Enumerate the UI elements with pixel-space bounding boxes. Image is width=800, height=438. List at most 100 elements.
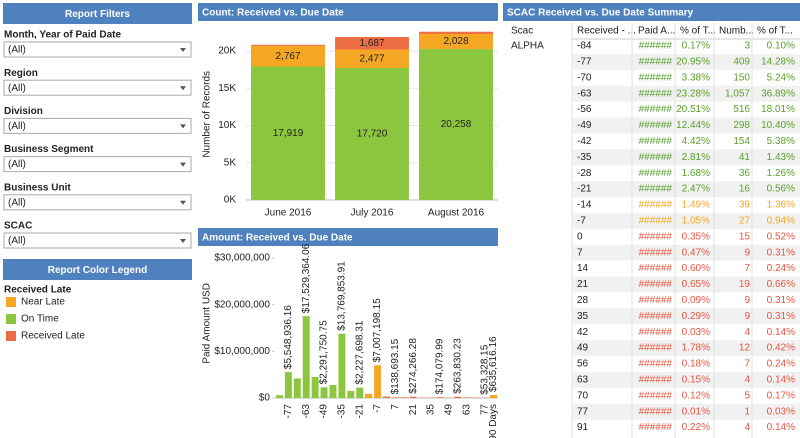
table-cell: 27: [739, 216, 751, 227]
table-cell: 0.24%: [767, 263, 795, 274]
table-cell: 409: [733, 57, 750, 68]
table-cell: 0.65%: [682, 279, 710, 290]
table-cell: 14: [577, 263, 589, 274]
filter-value: (All): [8, 45, 26, 56]
table-cell: 70: [577, 390, 589, 401]
table-cell: 9: [744, 311, 750, 322]
row-stripe: [572, 117, 800, 134]
table-cell: -42: [577, 136, 592, 147]
table-cell: -28: [577, 168, 592, 179]
table-cell: ######: [639, 375, 673, 386]
table-cell: 28: [577, 295, 589, 306]
table-cell: ######: [639, 41, 673, 52]
table-cell: 0.24%: [767, 359, 795, 370]
bar: [338, 333, 346, 398]
table-cell: 1.43%: [767, 152, 795, 163]
x-tick-label: -63: [301, 404, 312, 419]
table-cell: 0.17%: [767, 390, 795, 401]
table-cell: 0.31%: [767, 295, 795, 306]
table-cell: ######: [639, 72, 673, 83]
table-cell: ######: [639, 422, 673, 433]
filter-dropdown[interactable]: [3, 156, 192, 173]
table-cell: 154: [733, 136, 750, 147]
dropdown-arrow: [180, 239, 186, 243]
table-cell: 1,057: [725, 88, 750, 99]
row-stripe: [572, 212, 800, 229]
table-cell: -77: [577, 57, 592, 68]
table-cell: 14.28%: [761, 57, 795, 68]
x-tick-label: -35: [337, 404, 348, 419]
table-cell: 4: [744, 422, 750, 433]
table-cell: -84: [577, 41, 592, 52]
bar: [383, 396, 390, 398]
table-cell: 12.44%: [676, 120, 710, 131]
table-cell: 20.51%: [676, 104, 710, 115]
filter-dropdown[interactable]: [3, 79, 192, 96]
panel-header: [3, 259, 192, 280]
table-cell: ######: [639, 279, 673, 290]
x-tick-label: July 2016: [351, 208, 394, 219]
filter-label: Business Unit: [4, 182, 71, 193]
table-cell: -63: [577, 88, 592, 99]
bar: [302, 316, 310, 398]
table-cell: 36: [739, 168, 751, 179]
bar: [365, 393, 373, 398]
dropdown-arrow: [180, 162, 186, 167]
data-label: $174,079.99: [435, 338, 446, 394]
dropdown-arrow: [180, 200, 186, 205]
table-cell: 0.56%: [767, 184, 795, 195]
panel-title: Amount: Received vs. Due Date: [202, 233, 353, 244]
legend-label: On Time: [21, 314, 59, 325]
panel-title: Report Color Legend: [48, 265, 147, 276]
data-label: $635,616.16: [488, 336, 499, 392]
data-label: 17,720: [357, 129, 388, 140]
table-cell: 9: [744, 247, 750, 258]
table-cell: 0.52%: [767, 231, 795, 242]
dropdown-arrow: [180, 48, 186, 52]
table-cell: 23.28%: [676, 88, 710, 99]
filter-value: (All): [8, 121, 26, 132]
table-cell: 0.42%: [767, 343, 795, 354]
bar-segment: [419, 49, 493, 201]
table-cell: ######: [639, 359, 673, 370]
table-cell: ######: [639, 263, 673, 274]
filter-dropdown[interactable]: [3, 232, 192, 249]
filter-dropdown[interactable]: [3, 41, 192, 58]
table-cell: -7: [577, 216, 586, 227]
bar-segment: [251, 66, 325, 200]
bar: [356, 387, 364, 398]
table-cell: ######: [639, 343, 673, 354]
data-label: $53,328.15: [479, 344, 490, 394]
x-tick-label: 77: [479, 404, 490, 416]
table-cell: 91: [577, 422, 589, 433]
filter-dropdown[interactable]: [3, 194, 192, 211]
table-cell: 0.10%: [767, 41, 795, 52]
table-cell: 0.47%: [682, 247, 710, 258]
table-cell: 35: [577, 311, 589, 322]
table-cell: ######: [639, 216, 673, 227]
panel-header: [198, 3, 498, 21]
table-cell: 1.49%: [682, 200, 710, 211]
bar: [400, 397, 408, 398]
table-cell: 0.17%: [682, 41, 710, 52]
table-cell: 0.12%: [682, 390, 710, 401]
bar: [490, 395, 498, 398]
bar: [284, 372, 292, 398]
y-tick-label: 0K: [224, 195, 237, 206]
bar-segment: [419, 31, 493, 34]
data-label: $5,548,936.16: [283, 305, 294, 369]
table-cell: 15: [739, 231, 751, 242]
table-cell: 0.35%: [682, 231, 710, 242]
panel-title: SCAC Received vs. Due Date Summary: [507, 8, 694, 19]
table-cell: 150: [733, 72, 750, 83]
dropdown-arrow: [180, 86, 186, 91]
table-cell: 0.01%: [682, 406, 710, 417]
filter-dropdown[interactable]: [3, 117, 192, 134]
table-cell: 63: [577, 375, 589, 386]
table-cell: -21: [577, 184, 592, 195]
y-tick-label: 20K: [218, 46, 236, 57]
panel-header: [198, 228, 498, 246]
data-label: $17,529,364.06: [301, 243, 312, 313]
x-tick-label: -7: [372, 404, 383, 413]
panel-header: [3, 3, 192, 24]
